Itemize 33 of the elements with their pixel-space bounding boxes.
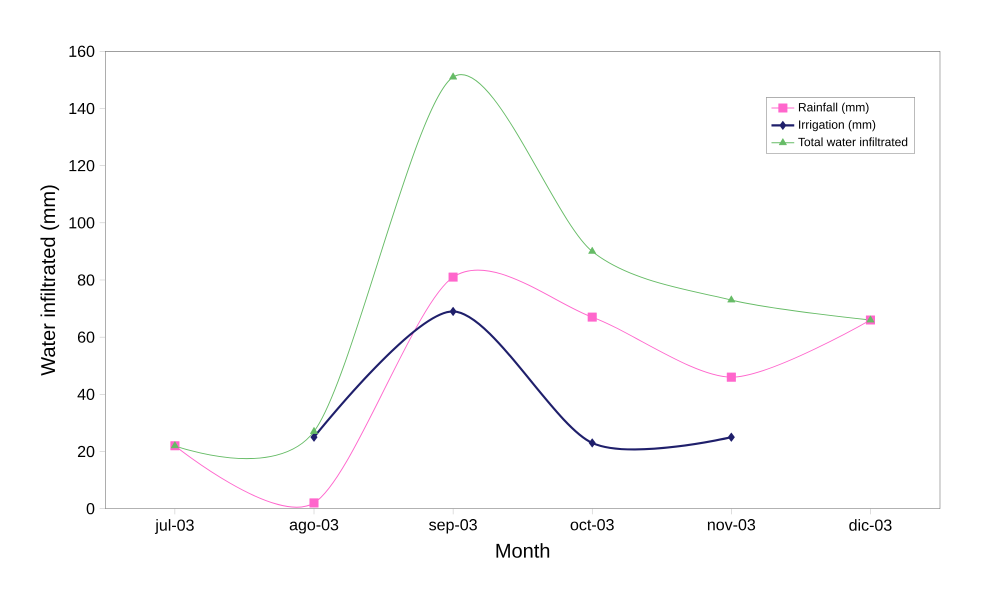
point (727, 295, 736, 302)
point (588, 246, 596, 254)
y-tick-label: 80 (78, 274, 94, 286)
y-tick-label: 20 (78, 446, 94, 458)
x-tick-label: sep-03 (429, 519, 477, 534)
point (310, 426, 318, 434)
y-tick-label: 160 (69, 46, 94, 57)
legend-label: Total water infiltrated (798, 137, 908, 146)
legend-label: Rainfall (mm) (798, 102, 869, 114)
point (450, 306, 457, 316)
point (726, 372, 736, 382)
y-tick-label: 100 (69, 217, 94, 228)
point (728, 432, 735, 442)
x-tick-label: dic-03 (849, 519, 892, 531)
y-tick-label: 140 (69, 102, 94, 114)
point (309, 498, 319, 508)
y-tick-label: 0 (86, 502, 94, 514)
point (588, 312, 597, 322)
point (866, 315, 874, 322)
y-axis-title: Water infiltrated (mm) (40, 186, 60, 376)
x-tick-label: ago-03 (290, 519, 338, 534)
y-tick-label: 40 (78, 388, 94, 400)
x-tick-label: oct-03 (570, 519, 614, 530)
point (310, 432, 318, 442)
x-tick-label: jul-03 (154, 519, 194, 534)
point (449, 72, 458, 80)
legend-label: Irrigation (mm) (799, 120, 876, 132)
y-tick-label: 60 (78, 331, 94, 343)
y-tick-label: 120 (69, 160, 94, 172)
x-axis-title: Month (496, 543, 550, 558)
point (588, 438, 596, 448)
point (448, 272, 458, 282)
x-tick-label: nov-03 (708, 519, 756, 530)
